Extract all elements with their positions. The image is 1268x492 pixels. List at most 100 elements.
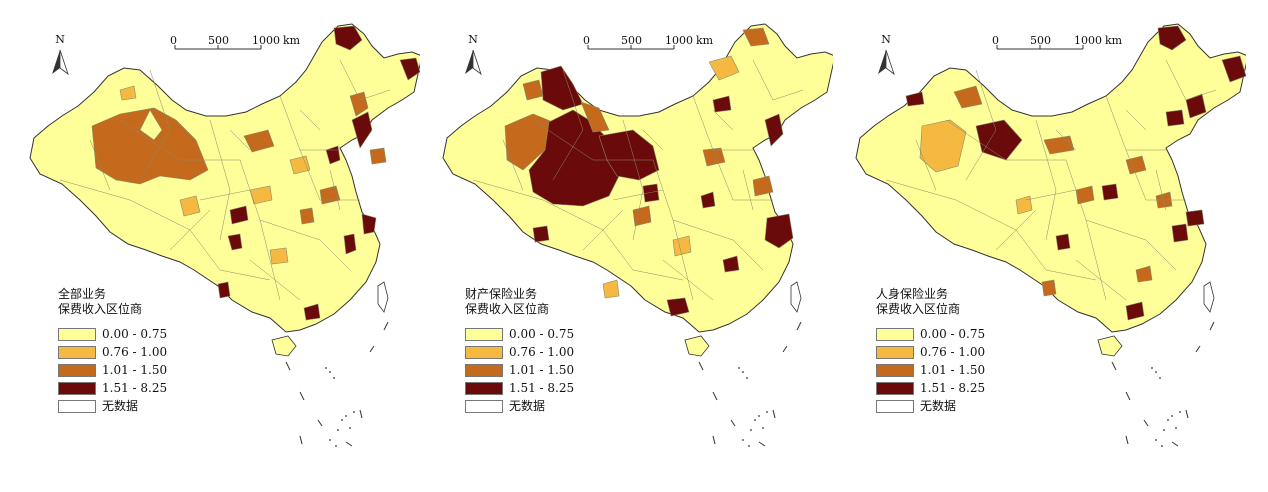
boundary-line [199,189,251,201]
nine-dash-line [1125,435,1129,445]
region-patch [333,25,363,51]
legend-item: 1.51 - 8.25 [58,379,167,397]
boundary-line [1155,169,1167,211]
island-dot [349,427,351,429]
legend-label: 1.51 - 8.25 [509,380,575,395]
region-patch [598,129,660,181]
island-dot [754,419,756,421]
island-dot [1155,439,1157,441]
legend-item: 1.01 - 1.50 [58,361,167,379]
legend-label: 0.76 - 1.00 [920,344,986,359]
legend-title: 人身保险业务 保费收入区位商 [876,287,961,316]
region-patch [1101,183,1119,201]
boundary-line [642,129,664,151]
nine-dash-line [772,409,776,419]
boundary-line [339,59,391,101]
scale-tick-1000: 1000 [252,34,280,47]
legend-title: 财产保险业务 保费收入区位商 [465,287,550,316]
scale-bar [174,45,262,50]
boundary-line [532,119,653,161]
region-patch [349,91,369,117]
map-svg-all [29,23,420,447]
region-patch [227,233,243,251]
boundary-line [602,229,684,281]
north-arrow-icon [52,49,69,76]
nine-dash-line [698,361,704,371]
boundary-line [1165,59,1217,101]
boundary-line [662,259,714,301]
region-patch [1125,301,1145,321]
region-patch [369,147,387,165]
boundary-line [329,169,341,211]
china-outline [29,23,420,333]
island-dot [766,411,768,413]
island-dot [329,439,331,441]
island-dot [1151,367,1153,369]
island-dot [1155,371,1157,373]
nine-dash-line [285,361,291,371]
boundary-line [189,229,271,281]
island-dot [762,427,764,429]
legend-swatch [465,363,503,377]
china-map [442,23,833,447]
island-dot [750,429,752,431]
region-patch [1055,233,1071,251]
nine-dash-line [345,441,353,447]
region-patch [1015,195,1033,215]
nine-dash-line [1195,345,1201,353]
nine-dash-line [299,391,305,401]
island-dot [1163,429,1165,431]
boundary-line [299,149,360,201]
boundary-line [1035,119,1057,241]
boundary-line [945,119,1066,161]
region-patch [742,27,770,47]
legend-item: 无数据 [58,397,167,415]
boundary-line [742,169,754,211]
legend-swatch [58,363,96,377]
nine-dash-line [730,419,736,427]
nine-dash-line [1143,419,1149,427]
legend-item: 0.00 - 0.75 [58,325,167,343]
legend-swatch [58,381,96,395]
legend-item: 无数据 [876,397,985,415]
north-arrow: N [463,34,483,46]
legend-item: 1.01 - 1.50 [465,361,574,379]
scale-tick-0: 0 [583,34,590,47]
boundary-line [59,179,191,231]
legend-label: 无数据 [102,398,139,413]
island-dot [353,411,355,413]
nine-dash-line [1185,409,1189,419]
boundary-line [752,59,804,101]
boundary-line [622,119,644,241]
boundary-line [1125,149,1186,201]
nine-dash-line [359,409,363,419]
nine-dash-line [1171,441,1179,447]
boundary-line [259,219,281,301]
nine-dash-line [1125,391,1131,401]
boundary-line [209,119,231,241]
region-patch [953,85,983,109]
legend-label: 0.00 - 0.75 [102,326,168,341]
region-patch [217,281,231,299]
north-arrow: N [876,34,896,46]
region-patch [229,205,249,225]
legend-label: 无数据 [920,398,957,413]
legend-swatch [465,327,503,341]
north-arrow-icon [878,49,895,76]
region-patch [580,101,610,133]
region-patch [139,109,163,141]
north-arrow-right [472,49,482,76]
region-patch [399,57,420,81]
boundary-line [299,109,321,131]
legend-label: 无数据 [509,398,546,413]
island-dot [1167,419,1169,421]
region-patch [361,213,377,235]
boundary-line [1075,259,1127,301]
legend-swatch [58,345,96,359]
boundary-line [1015,229,1097,281]
north-arrow-left [465,50,473,74]
map-panel-life: N 0 500 1000 km 人身保险业务 保费收入区位商 0.00 - 0.… [826,0,1246,492]
region-patch [249,185,273,205]
boundary-line [995,209,1037,251]
legend-item: 0.00 - 0.75 [465,325,574,343]
